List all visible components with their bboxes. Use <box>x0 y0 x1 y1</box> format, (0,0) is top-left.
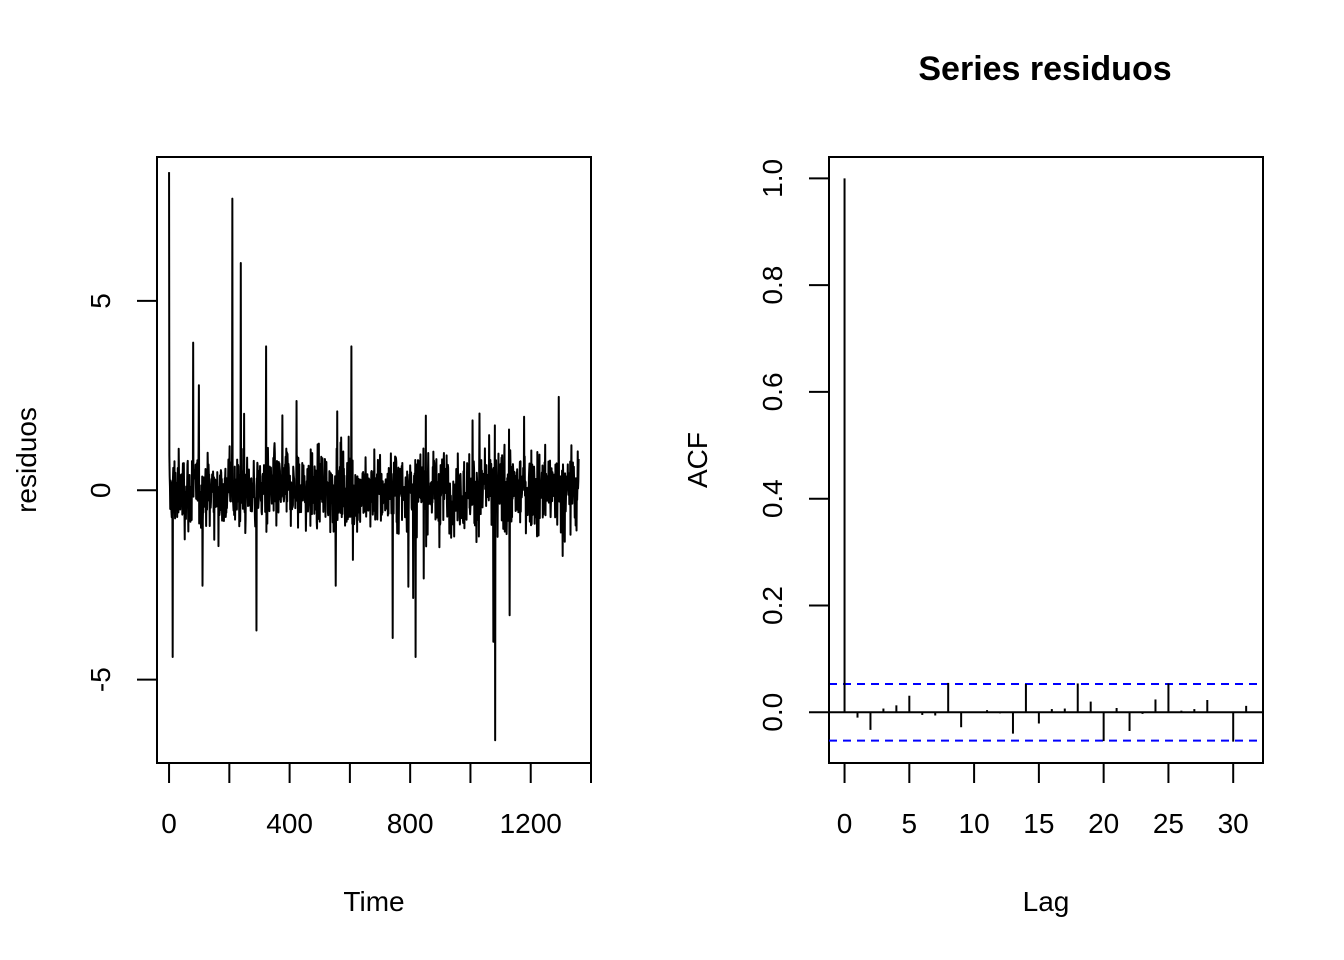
x-tick-label: 0 <box>837 808 853 839</box>
acf-bars-group <box>829 178 1263 742</box>
plot-frame <box>828 156 1264 764</box>
y-axis: -5 0 5 <box>85 293 158 692</box>
y-tick-label: 0.8 <box>757 266 788 305</box>
x-tick-label: 800 <box>387 808 434 839</box>
residuals-series-group <box>168 172 580 742</box>
residuals-series-line <box>168 172 580 742</box>
x-tick-label: 0 <box>161 808 177 839</box>
x-tick-label: 400 <box>266 808 313 839</box>
y-tick-label: 0 <box>85 483 116 499</box>
x-tick-label: 5 <box>902 808 918 839</box>
y-tick-label: 0.6 <box>757 372 788 411</box>
y-tick-label: 0.2 <box>757 586 788 625</box>
x-tick-label: 20 <box>1088 808 1119 839</box>
y-axis-title: ACF <box>682 432 713 488</box>
x-tick-label: 1200 <box>500 808 562 839</box>
chart-title: Series residuos <box>918 50 1171 88</box>
y-tick-label: 0.0 <box>757 693 788 732</box>
residuals-time-series-panel: 0 400 800 1200 -5 0 5 Time residuos <box>11 156 592 917</box>
x-tick-label: 30 <box>1218 808 1249 839</box>
x-axis-title: Time <box>343 886 404 917</box>
x-axis-title: Lag <box>1023 886 1070 917</box>
x-axis: 0 5 10 15 20 25 30 <box>837 762 1249 839</box>
y-axis-title: residuos <box>11 407 42 513</box>
y-tick-label: 0.4 <box>757 479 788 518</box>
y-tick-label: 1.0 <box>757 159 788 198</box>
y-tick-label: -5 <box>85 667 116 692</box>
y-axis: 0.0 0.2 0.4 0.6 0.8 1.0 <box>757 159 830 732</box>
x-axis: 0 400 800 1200 <box>161 762 592 839</box>
x-tick-label: 15 <box>1023 808 1054 839</box>
x-tick-label: 25 <box>1153 808 1184 839</box>
x-tick-label: 10 <box>959 808 990 839</box>
acf-panel: Series residuos 0 5 10 15 20 25 30 0.00.20.40.… <box>682 50 1264 917</box>
y-tick-label: 5 <box>85 293 116 309</box>
